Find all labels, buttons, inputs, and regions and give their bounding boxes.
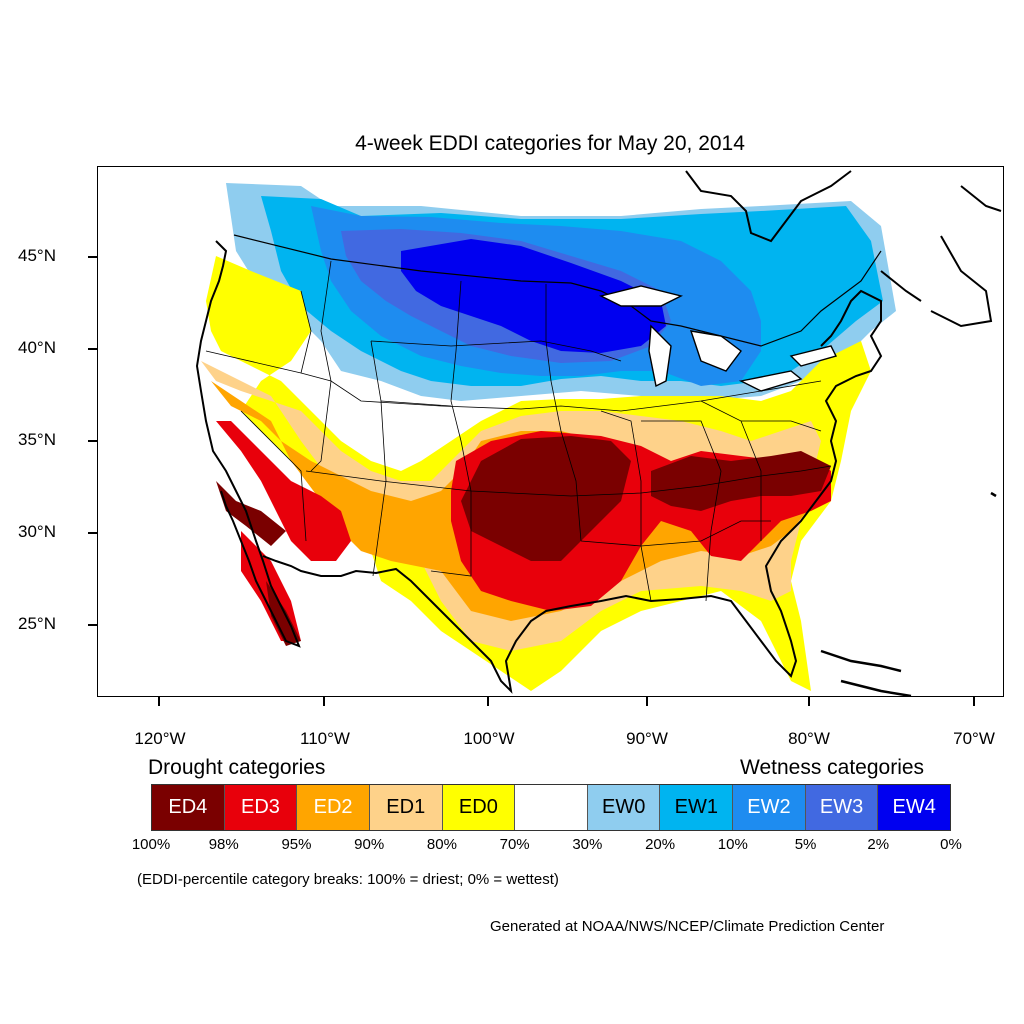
map-title: 4-week EDDI categories for May 20, 2014 (355, 132, 745, 155)
legend-box-ew3: EW3 (805, 785, 879, 830)
percent-break-label: 5% (794, 836, 817, 853)
lat-label-45: 45°N (18, 246, 56, 265)
lat-label-40: 40°N (18, 338, 56, 357)
lon-tick-80 (808, 697, 810, 706)
lat-tick-30 (88, 532, 97, 534)
percent-break-label: 30% (572, 836, 603, 853)
percent-break-label: 20% (645, 836, 676, 853)
lon-tick-100 (487, 697, 489, 706)
category-note: (EDDI-percentile category breaks: 100% =… (137, 871, 559, 888)
wetness-heading: Wetness categories (740, 756, 925, 779)
drought-heading: Drought categories (148, 756, 326, 779)
lon-tick-110 (323, 697, 325, 706)
coastline (195, 240, 883, 694)
percent-break-label: 70% (499, 836, 530, 853)
caribbean-islands (820, 491, 997, 696)
legend-box-ed4: ED4 (152, 785, 225, 830)
lon-tick-120 (158, 697, 160, 706)
percent-break-label: 2% (867, 836, 890, 853)
percent-break-label: 98% (208, 836, 239, 853)
map-panel (97, 166, 1004, 697)
eddi-map (195, 170, 1002, 696)
lon-label-110: 110°W (300, 729, 350, 748)
lon-tick-70 (973, 697, 975, 706)
legend-box-ew2: EW2 (733, 785, 806, 830)
lat-tick-45 (88, 256, 97, 258)
percent-break-label: 100% (131, 836, 171, 853)
legend-box-ew4: EW4 (878, 785, 951, 830)
lat-tick-35 (88, 440, 97, 442)
legend-box-ew0: EW0 (587, 785, 661, 830)
lon-tick-90 (646, 697, 648, 706)
lat-tick-25 (88, 624, 97, 626)
legend-box-ed0: ED0 (442, 785, 516, 830)
lon-label-70: 70°W (953, 729, 995, 748)
lon-label-80: 80°W (788, 729, 830, 748)
lon-label-100: 100°W (463, 729, 515, 748)
percent-break-label: 95% (281, 836, 312, 853)
legend-box-ed3: ED3 (224, 785, 298, 830)
lat-tick-40 (88, 348, 97, 350)
percent-break-label: 90% (354, 836, 385, 853)
legend-colorbar: ED4 ED3 ED2 ED1 ED0 EW0 EW1 EW2 EW3 EW4 (151, 784, 951, 831)
lat-label-25: 25°N (18, 614, 56, 633)
legend-box-ed2: ED2 (297, 785, 370, 830)
legend-box-ed1: ED1 (369, 785, 443, 830)
legend-box-ew1: EW1 (660, 785, 734, 830)
great-lakes (598, 285, 838, 392)
canada-coast (685, 170, 1002, 328)
state-borders (205, 260, 832, 602)
credit-text: Generated at NOAA/NWS/NCEP/Climate Predi… (490, 918, 885, 935)
legend-box-neutral (515, 785, 588, 830)
lat-label-35: 35°N (18, 430, 56, 449)
wetness-ew4-region (401, 239, 666, 353)
lon-label-90: 90°W (626, 729, 668, 748)
lon-label-120: 120°W (134, 729, 186, 748)
percent-break-label: 0% (940, 836, 962, 853)
canada-border (233, 234, 882, 347)
percent-break-label: 10% (717, 836, 748, 853)
percent-break-label: 80% (426, 836, 457, 853)
lat-label-30: 30°N (18, 522, 56, 541)
